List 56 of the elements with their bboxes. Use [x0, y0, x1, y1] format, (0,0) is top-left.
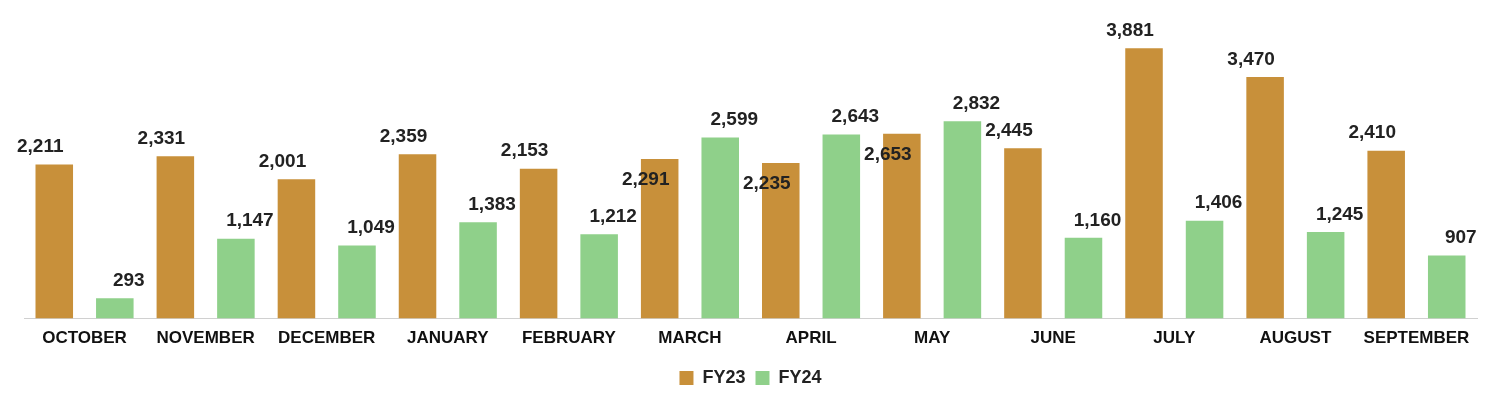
x-tick-label: DECEMBER — [278, 328, 376, 348]
x-tick-label: JULY — [1153, 328, 1196, 348]
data-label: 2,001 — [258, 149, 307, 171]
bar — [943, 121, 982, 319]
data-label: 2,211 — [17, 135, 64, 157]
bar — [1004, 148, 1042, 319]
bar — [459, 222, 497, 319]
data-label: 2,832 — [952, 92, 1001, 114]
data-label: 2,410 — [1348, 121, 1396, 143]
data-label: 3,881 — [1106, 19, 1155, 41]
legend-label: FY24 — [778, 366, 822, 387]
x-tick-label: NOVEMBER — [156, 328, 255, 348]
x-tick-label: APRIL — [785, 328, 837, 348]
bar — [1306, 231, 1345, 319]
data-label: 1,147 — [226, 209, 274, 231]
bar — [338, 245, 376, 319]
data-label: 2,153 — [500, 139, 549, 161]
bar — [701, 137, 739, 319]
legend-label: FY23 — [702, 366, 746, 387]
data-label: 1,049 — [347, 216, 395, 238]
data-label: 1,212 — [589, 204, 637, 226]
bar — [1367, 150, 1405, 319]
bar — [822, 134, 861, 319]
bar — [1125, 48, 1163, 319]
data-label: 2,643 — [831, 105, 880, 127]
data-label: 1,245 — [1315, 202, 1364, 224]
bar — [277, 179, 316, 319]
data-label: 1,160 — [1073, 208, 1122, 230]
x-tick-label: JUNE — [1030, 328, 1076, 348]
x-tick-label: SEPTEMBER — [1363, 328, 1470, 348]
bar — [398, 154, 437, 319]
bar — [1185, 220, 1224, 319]
bar — [1427, 255, 1466, 319]
bar — [1246, 76, 1284, 319]
x-tick-label: JANUARY — [407, 328, 490, 348]
data-label: 2,599 — [710, 108, 758, 130]
data-label: 2,331 — [137, 126, 186, 148]
data-label: 2,359 — [379, 125, 428, 147]
bar — [96, 298, 134, 319]
data-label: 3,470 — [1227, 47, 1275, 69]
bar — [217, 238, 255, 319]
bar — [35, 164, 74, 319]
x-tick-label: OCTOBER — [42, 328, 127, 348]
data-label: 293 — [112, 268, 145, 290]
bar — [580, 234, 618, 319]
bar — [519, 168, 558, 319]
data-label: 2,445 — [985, 119, 1034, 141]
x-tick-label: FEBRUARY — [521, 328, 617, 348]
x-tick-label: MAY — [914, 328, 951, 348]
data-label: 907 — [1444, 226, 1477, 248]
data-label: 1,383 — [468, 193, 516, 215]
bar — [1064, 237, 1103, 319]
x-tick-label: AUGUST — [1259, 328, 1332, 348]
bar — [156, 156, 195, 319]
data-label: 1,406 — [1194, 191, 1243, 213]
x-tick-label: MARCH — [658, 328, 722, 348]
